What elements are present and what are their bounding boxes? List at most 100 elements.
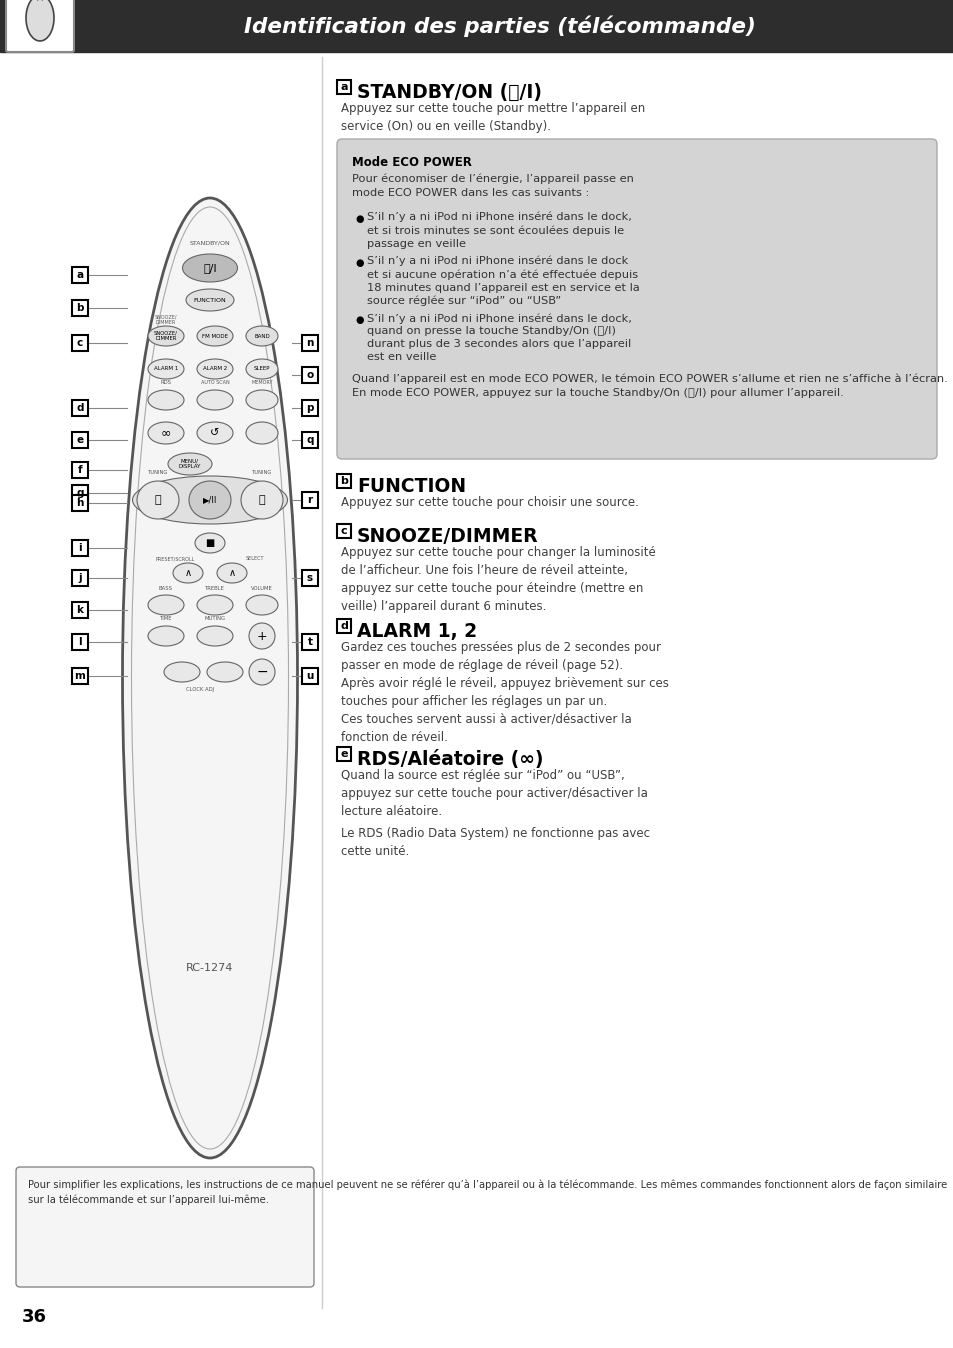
Ellipse shape bbox=[196, 390, 233, 410]
Ellipse shape bbox=[194, 532, 225, 553]
FancyBboxPatch shape bbox=[16, 1167, 314, 1287]
FancyBboxPatch shape bbox=[302, 400, 317, 417]
Text: j: j bbox=[78, 573, 82, 582]
FancyBboxPatch shape bbox=[71, 462, 88, 479]
Text: a: a bbox=[76, 270, 84, 280]
Text: Le RDS (Radio Data System) ne fonctionne pas avec
cette unité.: Le RDS (Radio Data System) ne fonctionne… bbox=[340, 828, 649, 857]
Ellipse shape bbox=[148, 594, 184, 615]
Ellipse shape bbox=[26, 0, 54, 40]
Text: t: t bbox=[307, 638, 313, 647]
Text: SNOOZE/DIMMER: SNOOZE/DIMMER bbox=[356, 527, 538, 546]
Text: n: n bbox=[306, 338, 314, 348]
Ellipse shape bbox=[189, 481, 231, 519]
FancyBboxPatch shape bbox=[302, 669, 317, 683]
FancyBboxPatch shape bbox=[336, 474, 351, 488]
Text: ⏻/I: ⏻/I bbox=[203, 263, 216, 274]
Text: b: b bbox=[76, 303, 84, 313]
Text: r: r bbox=[307, 495, 313, 506]
FancyBboxPatch shape bbox=[302, 431, 317, 448]
Text: u: u bbox=[306, 671, 314, 681]
Text: TIME: TIME bbox=[159, 616, 172, 621]
Text: +: + bbox=[256, 630, 267, 643]
Text: CLOCK ADJ: CLOCK ADJ bbox=[186, 687, 213, 693]
Text: Quand l’appareil est en mode ECO POWER, le témoin ECO POWER s’allume et rien ne : Quand l’appareil est en mode ECO POWER, … bbox=[352, 373, 946, 398]
Ellipse shape bbox=[168, 453, 212, 474]
Ellipse shape bbox=[148, 625, 184, 646]
Ellipse shape bbox=[196, 359, 233, 379]
Ellipse shape bbox=[148, 326, 184, 346]
Text: e: e bbox=[76, 435, 84, 445]
Ellipse shape bbox=[148, 359, 184, 379]
Text: STANDBY/ON: STANDBY/ON bbox=[190, 240, 230, 245]
Circle shape bbox=[249, 623, 274, 648]
Ellipse shape bbox=[172, 563, 203, 582]
Text: TREBLE: TREBLE bbox=[205, 585, 225, 590]
Ellipse shape bbox=[246, 359, 277, 379]
Text: ALARM 1, 2: ALARM 1, 2 bbox=[356, 621, 476, 642]
FancyBboxPatch shape bbox=[71, 267, 88, 283]
Text: p: p bbox=[306, 403, 314, 412]
FancyBboxPatch shape bbox=[71, 603, 88, 617]
Text: Pour économiser de l’énergie, l’appareil passe en
mode ECO POWER dans les cas su: Pour économiser de l’énergie, l’appareil… bbox=[352, 174, 633, 198]
Bar bbox=[0, 0, 953, 53]
Ellipse shape bbox=[164, 662, 200, 682]
Text: ALARM 2: ALARM 2 bbox=[203, 367, 227, 372]
Text: Mode ECO POWER: Mode ECO POWER bbox=[352, 156, 472, 168]
Text: h: h bbox=[76, 497, 84, 508]
Text: d: d bbox=[76, 403, 84, 412]
Text: ∧: ∧ bbox=[184, 568, 192, 578]
Ellipse shape bbox=[196, 326, 233, 346]
FancyBboxPatch shape bbox=[71, 570, 88, 586]
Text: VOLUME: VOLUME bbox=[251, 585, 273, 590]
Text: o: o bbox=[306, 369, 314, 380]
Ellipse shape bbox=[241, 481, 283, 519]
Text: Pour simplifier les explications, les instructions de ce manuel peuvent ne se ré: Pour simplifier les explications, les in… bbox=[28, 1180, 946, 1205]
FancyBboxPatch shape bbox=[302, 367, 317, 383]
Text: i: i bbox=[78, 543, 82, 553]
Ellipse shape bbox=[246, 594, 277, 615]
Text: RC-1274: RC-1274 bbox=[186, 962, 233, 973]
Ellipse shape bbox=[196, 422, 233, 443]
FancyBboxPatch shape bbox=[6, 0, 74, 53]
FancyBboxPatch shape bbox=[71, 431, 88, 448]
FancyBboxPatch shape bbox=[336, 139, 936, 460]
Ellipse shape bbox=[196, 594, 233, 615]
Text: ●: ● bbox=[355, 257, 363, 268]
Text: e: e bbox=[340, 749, 348, 759]
Text: FM MODE: FM MODE bbox=[202, 333, 228, 338]
Text: b: b bbox=[339, 476, 348, 487]
Text: TUNING: TUNING bbox=[252, 469, 272, 474]
Text: m: m bbox=[74, 671, 86, 681]
Text: STANDBY/ON (⏻/I): STANDBY/ON (⏻/I) bbox=[356, 84, 541, 102]
Ellipse shape bbox=[186, 288, 233, 311]
Text: AUTO SCAN: AUTO SCAN bbox=[200, 380, 229, 386]
Text: SELECT: SELECT bbox=[246, 557, 264, 562]
Text: c: c bbox=[340, 526, 347, 537]
FancyBboxPatch shape bbox=[336, 80, 351, 94]
Text: Quand la source est réglée sur “iPod” ou “USB”,
appuyez sur cette touche pour ac: Quand la source est réglée sur “iPod” ou… bbox=[340, 768, 647, 818]
Text: ■: ■ bbox=[205, 538, 214, 549]
Ellipse shape bbox=[137, 481, 179, 519]
Ellipse shape bbox=[148, 422, 184, 443]
FancyBboxPatch shape bbox=[71, 485, 88, 501]
Text: RDS: RDS bbox=[160, 380, 172, 386]
Ellipse shape bbox=[132, 476, 287, 524]
Text: MUTING: MUTING bbox=[204, 616, 225, 621]
FancyBboxPatch shape bbox=[71, 541, 88, 555]
Text: ●: ● bbox=[355, 214, 363, 224]
FancyBboxPatch shape bbox=[302, 634, 317, 650]
Text: FUNCTION: FUNCTION bbox=[356, 477, 466, 496]
FancyBboxPatch shape bbox=[71, 336, 88, 350]
Text: a: a bbox=[340, 82, 348, 92]
Ellipse shape bbox=[246, 422, 277, 443]
FancyBboxPatch shape bbox=[71, 301, 88, 315]
Ellipse shape bbox=[148, 390, 184, 410]
FancyBboxPatch shape bbox=[336, 619, 351, 634]
Text: s: s bbox=[307, 573, 313, 582]
Ellipse shape bbox=[182, 253, 237, 282]
Text: Appuyez sur cette touche pour choisir une source.: Appuyez sur cette touche pour choisir un… bbox=[340, 496, 639, 510]
Text: BASS: BASS bbox=[159, 585, 172, 590]
FancyBboxPatch shape bbox=[71, 400, 88, 417]
FancyBboxPatch shape bbox=[71, 669, 88, 683]
Text: PRESET/SCROLL: PRESET/SCROLL bbox=[155, 557, 194, 562]
